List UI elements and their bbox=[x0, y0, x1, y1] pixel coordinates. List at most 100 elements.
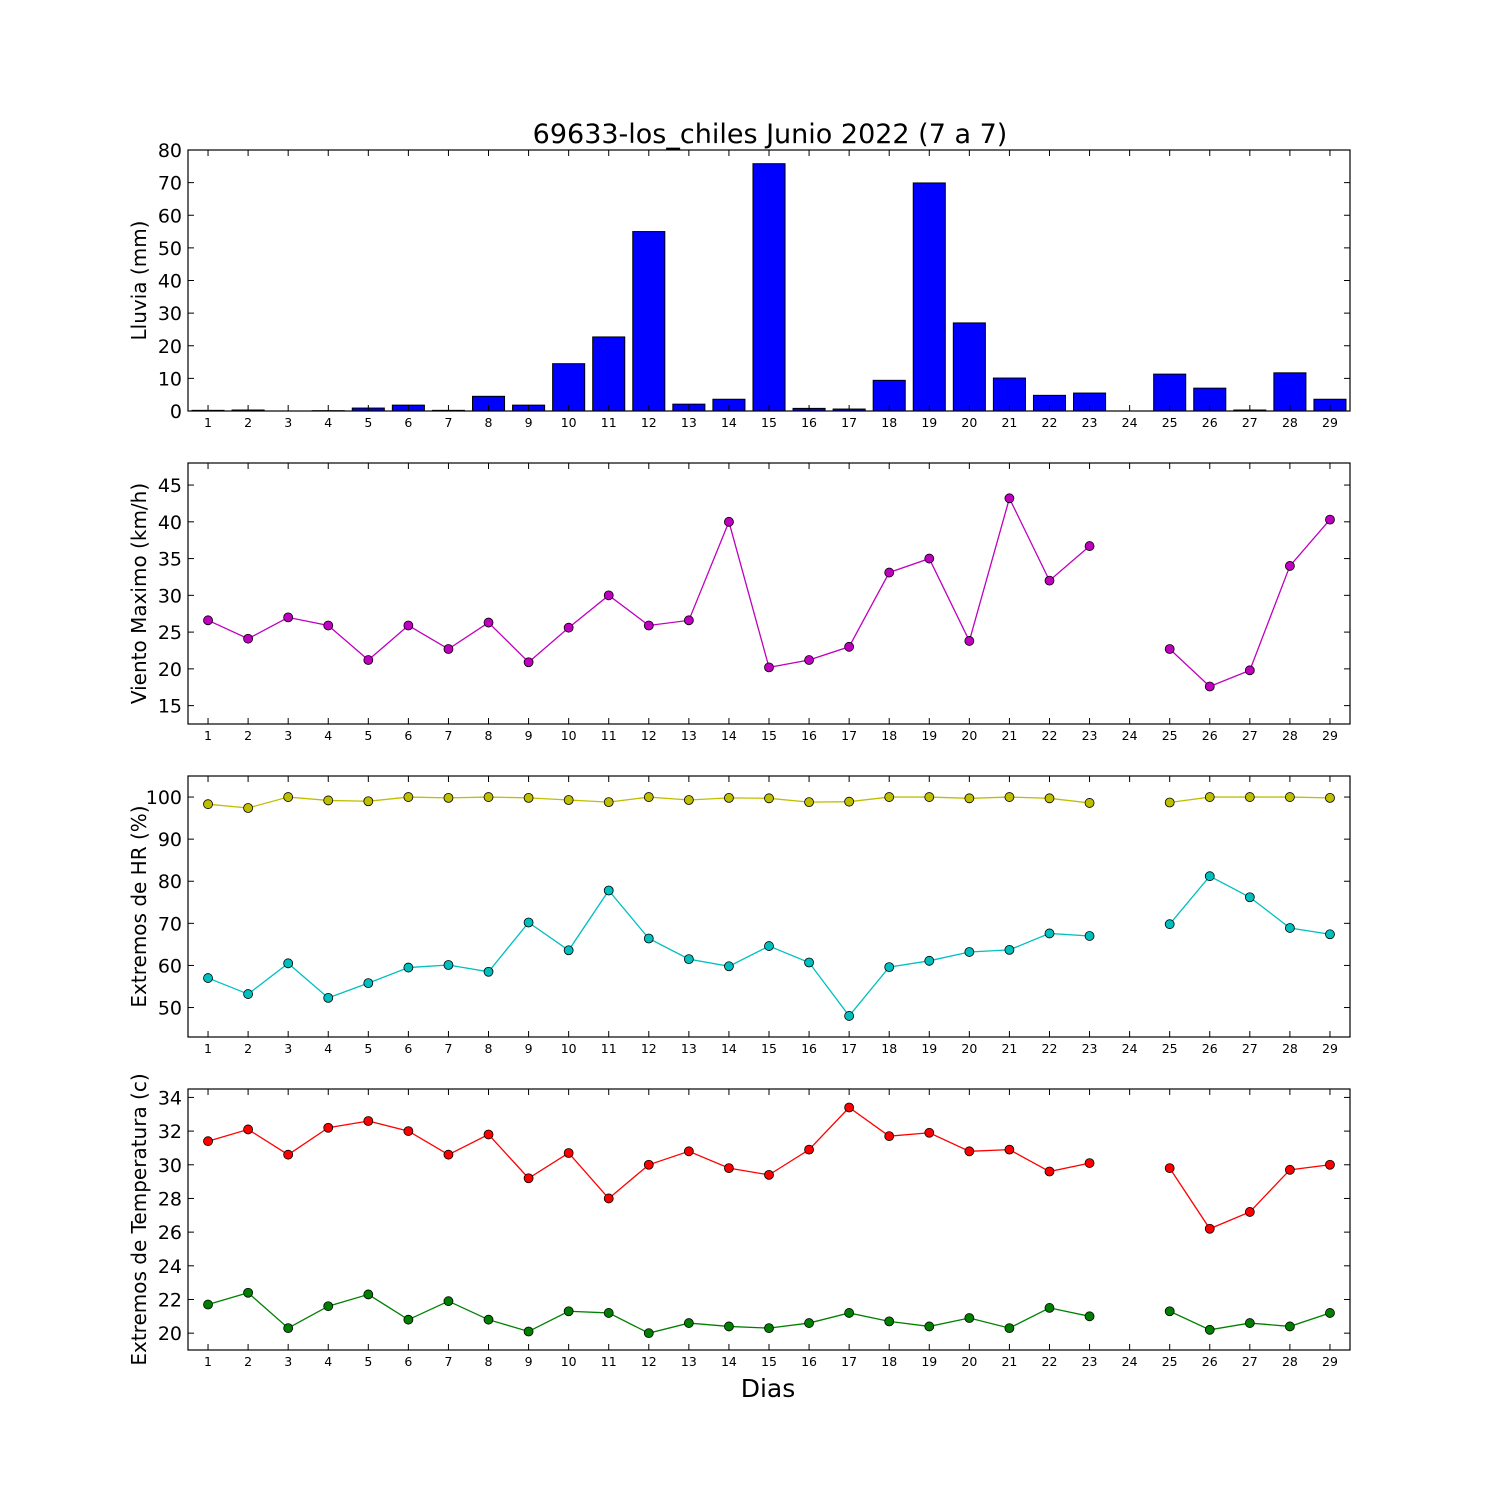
temperature-series-1-point-day-25 bbox=[1164, 1306, 1175, 1317]
wind-xtick-label: 13 bbox=[681, 728, 697, 743]
humidity-xtick-label: 21 bbox=[1001, 1041, 1017, 1056]
rain-bar-day-19 bbox=[912, 182, 946, 412]
humidity-xtick-label: 11 bbox=[601, 1041, 617, 1056]
temperature-xtick-label: 24 bbox=[1122, 1354, 1138, 1369]
rain-xtick-label: 18 bbox=[881, 415, 897, 430]
humidity-xtick-label: 9 bbox=[525, 1041, 533, 1056]
temperature-series-0-point-day-11 bbox=[603, 1193, 614, 1204]
temperature-xtick-label: 5 bbox=[364, 1354, 372, 1369]
temperature-ytick-label: 30 bbox=[158, 1155, 182, 1177]
wind-series-0-point-day-13 bbox=[683, 615, 694, 626]
rain-ytick-label: 10 bbox=[158, 368, 182, 390]
wind-xtick-label: 6 bbox=[404, 728, 412, 743]
rain-xtick-label: 16 bbox=[801, 415, 817, 430]
rain-bar-day-11 bbox=[592, 336, 626, 412]
wind-xtick-label: 2 bbox=[244, 728, 252, 743]
humidity-xtick-label: 1 bbox=[204, 1041, 212, 1056]
rain-xtick-label: 3 bbox=[284, 415, 292, 430]
wind-series-0-point-day-12 bbox=[643, 620, 654, 631]
humidity-series-0-point-day-16 bbox=[804, 797, 814, 807]
wind-ytick-label: 15 bbox=[158, 696, 182, 718]
temperature-ytick-label: 32 bbox=[158, 1121, 182, 1143]
temperature-series-1-point-day-7 bbox=[443, 1296, 454, 1307]
wind-series-0-point-day-28 bbox=[1284, 561, 1295, 571]
temperature-xtick-label: 26 bbox=[1202, 1354, 1218, 1369]
rain-ytick-label: 50 bbox=[158, 238, 182, 260]
wind-xtick-label: 24 bbox=[1122, 728, 1138, 743]
humidity-xtick-label: 2 bbox=[244, 1041, 252, 1056]
humidity-series-1-point-day-1 bbox=[203, 973, 213, 983]
wind-xtick-label: 8 bbox=[485, 728, 493, 743]
humidity-series-1-point-day-19 bbox=[924, 955, 935, 966]
rain-xtick-label: 28 bbox=[1282, 415, 1298, 430]
wind-series-0-point-day-26 bbox=[1204, 681, 1215, 692]
temperature-series-0-point-day-28 bbox=[1284, 1164, 1295, 1175]
temperature-xtick-label: 27 bbox=[1242, 1354, 1258, 1369]
rain-bar-day-25 bbox=[1153, 373, 1187, 412]
humidity-series-1-point-day-16 bbox=[804, 957, 814, 968]
x-axis-label: Dias bbox=[741, 1374, 796, 1403]
temperature-ytick-label: 26 bbox=[158, 1222, 182, 1244]
wind-xtick-label: 11 bbox=[601, 728, 617, 743]
temperature-series-1-point-day-28 bbox=[1284, 1321, 1295, 1332]
wind-series-0-point-day-7 bbox=[443, 644, 454, 654]
temperature-ytick-label: 28 bbox=[158, 1188, 182, 1210]
rain-xtick-label: 6 bbox=[404, 415, 412, 430]
humidity-series-0-point-day-4 bbox=[323, 795, 334, 806]
temperature-series-1-point-day-3 bbox=[283, 1323, 294, 1334]
temperature-series-1-point-day-4 bbox=[323, 1301, 334, 1312]
humidity-series-1-point-day-8 bbox=[483, 966, 494, 977]
temperature-xtick-label: 18 bbox=[881, 1354, 897, 1369]
wind-series-0-point-day-16 bbox=[804, 655, 814, 665]
temperature-series-1-point-day-6 bbox=[403, 1314, 414, 1325]
temperature-series-1-point-day-21 bbox=[1004, 1323, 1015, 1334]
temperature-xtick-label: 22 bbox=[1042, 1354, 1058, 1369]
humidity-series-1-point-day-11 bbox=[603, 885, 614, 896]
humidity-series-0-point-day-12 bbox=[643, 792, 654, 802]
wind-xtick-label: 14 bbox=[721, 728, 737, 743]
wind-series-0-point-day-29 bbox=[1325, 514, 1335, 525]
humidity-series-1-point-day-21 bbox=[1004, 944, 1015, 955]
wind-series-0-point-day-11 bbox=[603, 590, 614, 601]
rain-ytick-label: 70 bbox=[158, 173, 182, 195]
humidity-xtick-label: 6 bbox=[404, 1041, 412, 1056]
humidity-series-0-point-day-19 bbox=[924, 792, 935, 802]
wind-series-0-point-day-19 bbox=[924, 553, 935, 564]
wind-xtick-label: 27 bbox=[1242, 728, 1258, 743]
rain-y-axis-label: Lluvia (mm) bbox=[127, 221, 151, 341]
rain-xtick-label: 5 bbox=[364, 415, 372, 430]
rain-xtick-label: 11 bbox=[601, 415, 617, 430]
humidity-series-0-point-day-13 bbox=[683, 795, 694, 805]
rain-xtick-label: 24 bbox=[1122, 415, 1138, 430]
rain-ytick-label: 20 bbox=[158, 336, 182, 358]
wind-series-0-point-day-9 bbox=[523, 657, 534, 668]
temperature-series-1-point-day-10 bbox=[563, 1306, 574, 1317]
temperature-xtick-label: 8 bbox=[485, 1354, 493, 1369]
temperature-xtick-label: 19 bbox=[921, 1354, 937, 1369]
temperature-series-0-point-day-17 bbox=[844, 1102, 855, 1113]
rain-ytick-label: 0 bbox=[170, 401, 182, 423]
temperature-xtick-label: 29 bbox=[1322, 1354, 1338, 1369]
wind-xtick-label: 21 bbox=[1001, 728, 1017, 743]
wind-xtick-label: 9 bbox=[525, 728, 533, 743]
wind-ytick-label: 45 bbox=[158, 475, 182, 497]
humidity-series-1-point-day-29 bbox=[1325, 929, 1335, 940]
temperature-series-0-point-day-16 bbox=[804, 1144, 814, 1155]
temperature-series-1-point-day-15 bbox=[764, 1323, 774, 1334]
rain-xtick-label: 1 bbox=[204, 415, 212, 430]
wind-ytick-label: 40 bbox=[158, 512, 182, 534]
rain-xtick-label: 27 bbox=[1242, 415, 1258, 430]
wind-xtick-label: 17 bbox=[841, 728, 857, 743]
humidity-ytick-label: 80 bbox=[158, 871, 182, 893]
rain-xtick-label: 15 bbox=[761, 415, 777, 430]
humidity-series-0-point-day-25 bbox=[1164, 797, 1175, 808]
humidity-series-0-point-day-10 bbox=[563, 795, 574, 805]
temperature-series-1-point-day-14 bbox=[724, 1321, 734, 1332]
temperature-series-1-point-day-19 bbox=[924, 1321, 935, 1332]
wind-series-0-point-day-25 bbox=[1164, 644, 1175, 654]
wind-series-0-point-day-1 bbox=[203, 615, 213, 626]
temperature-series-1-point-day-11 bbox=[603, 1308, 614, 1318]
